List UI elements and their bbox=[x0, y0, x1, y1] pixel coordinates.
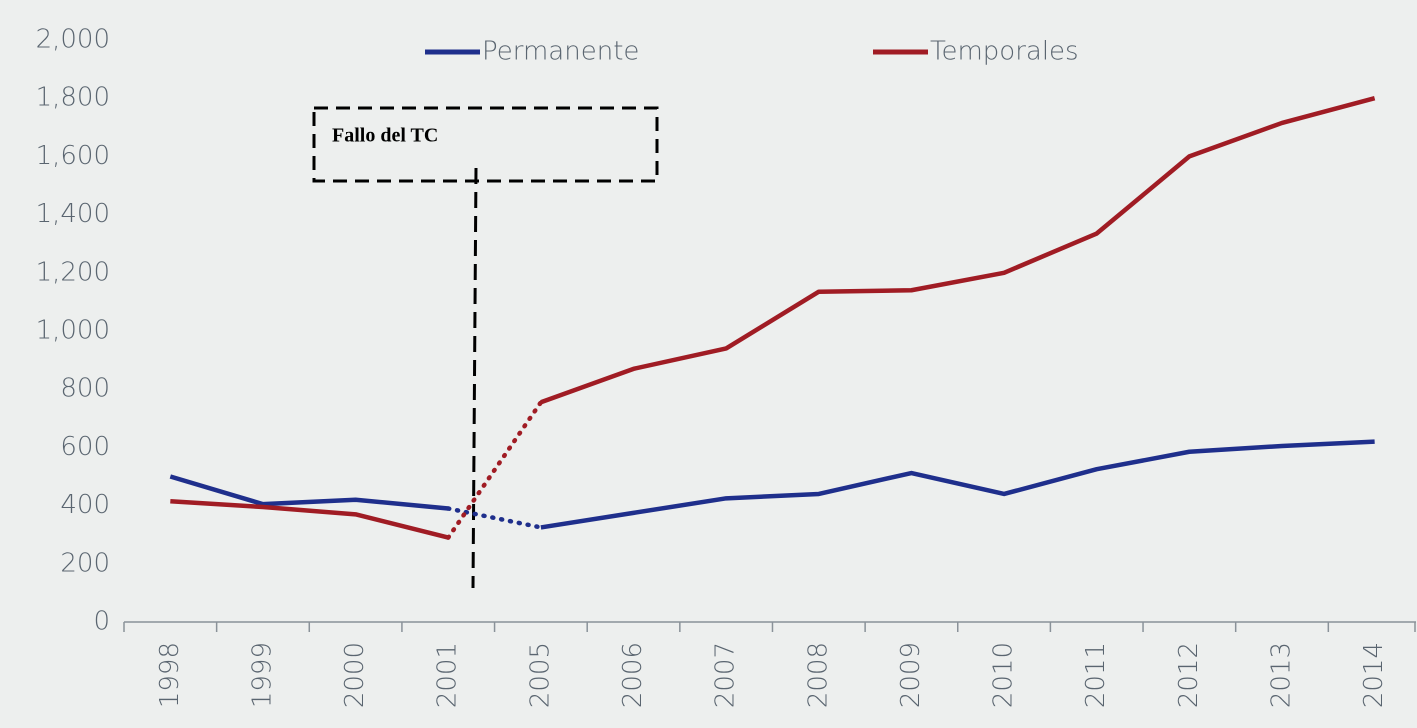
y-tick-label: 600 bbox=[60, 432, 110, 462]
x-tick-label: 2001 bbox=[433, 642, 463, 708]
y-tick-label: 1,600 bbox=[36, 141, 110, 171]
gap-connector bbox=[445, 400, 544, 540]
series-line bbox=[540, 439, 1375, 530]
y-tick-label: 1,200 bbox=[36, 257, 110, 287]
y-tick-label: 800 bbox=[60, 374, 110, 404]
annotation-box bbox=[312, 106, 659, 183]
annotation: Fallo del TC bbox=[332, 125, 438, 147]
y-tick-label: 200 bbox=[60, 548, 110, 578]
x-tick-label: 2013 bbox=[1267, 642, 1297, 708]
legend-label: Permanente bbox=[482, 37, 639, 67]
y-tick-label: 2,000 bbox=[36, 25, 110, 55]
x-tick-label: 1998 bbox=[155, 642, 185, 708]
series-line bbox=[169, 474, 449, 511]
x-tick-label: 2009 bbox=[896, 642, 926, 708]
series-line bbox=[540, 96, 1376, 405]
x-tick-label: 2010 bbox=[989, 642, 1019, 708]
y-tick-label: 400 bbox=[60, 490, 110, 520]
x-tick-label: 2007 bbox=[711, 642, 741, 708]
gap-connector bbox=[445, 506, 544, 530]
x-tick-label: 2012 bbox=[1174, 642, 1204, 708]
x-tick-label: 2006 bbox=[618, 642, 648, 708]
legend-label: Temporales bbox=[930, 37, 1079, 67]
y-tick-label: 0 bbox=[93, 607, 110, 637]
x-tick-label: 2014 bbox=[1359, 642, 1389, 708]
y-tick-label: 1,400 bbox=[36, 199, 110, 229]
y-tick-label: 1,000 bbox=[36, 316, 110, 346]
x-tick-label: 2011 bbox=[1081, 642, 1111, 708]
x-tick-label: 2005 bbox=[525, 642, 555, 708]
x-tick-label: 2000 bbox=[340, 642, 370, 708]
y-tick-label: 1,800 bbox=[36, 83, 110, 113]
series-line bbox=[170, 498, 449, 540]
x-tick-label: 2008 bbox=[803, 642, 833, 708]
x-tick-label: 1999 bbox=[247, 642, 277, 708]
annotation-line bbox=[471, 167, 478, 589]
